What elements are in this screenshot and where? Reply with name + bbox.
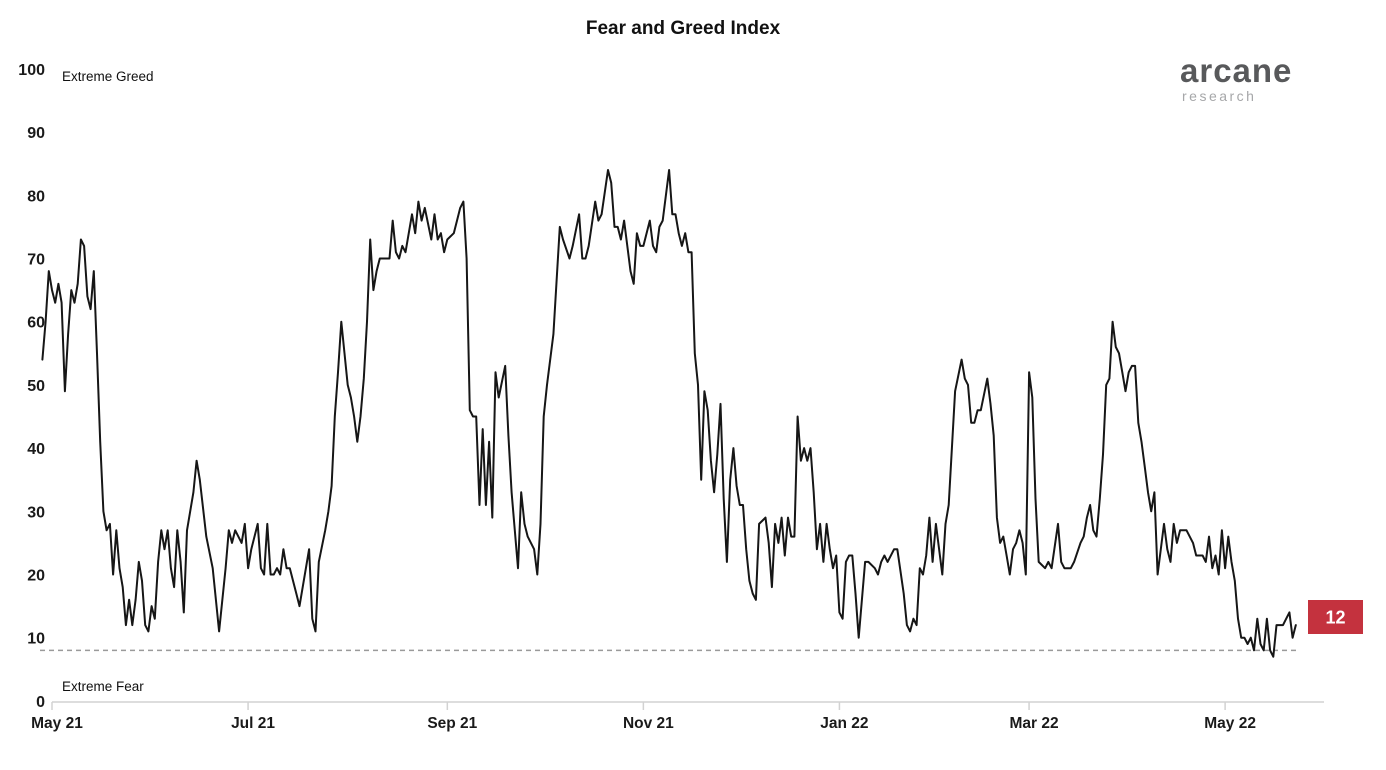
x-tick-label: Sep 21	[427, 715, 477, 732]
logo-arcane-text: arcane	[1180, 52, 1292, 89]
y-tick-label-40: 40	[27, 441, 45, 458]
chart-title: Fear and Greed Index	[586, 18, 781, 39]
x-tick-label: Jul 21	[231, 715, 275, 732]
y-tick-label-90: 90	[27, 125, 45, 142]
extreme-fear-label: Extreme Fear	[62, 679, 144, 694]
y-tick-label-80: 80	[27, 188, 45, 205]
x-axis: May 21 Jul 21 Sep 21 Nov 21 Jan 22 Mar 22 May …	[31, 701, 1324, 732]
badge-rect	[1308, 600, 1363, 634]
y-tick-label-50: 50	[27, 378, 45, 395]
logo-research-text: research	[1182, 88, 1256, 104]
y-tick-label-0: 0	[36, 694, 45, 711]
series-line	[41, 169, 1297, 658]
y-tick-label-30: 30	[27, 504, 45, 521]
y-tick-label-60: 60	[27, 315, 45, 332]
y-axis: 0 10 20 30 40 50 60 70 80 90 100	[18, 62, 45, 711]
x-tick-label: May 22	[1204, 715, 1256, 732]
current-value-badge: 12	[1308, 600, 1363, 634]
y-tick-label-20: 20	[27, 568, 45, 585]
y-tick-label-100: 100	[18, 62, 45, 79]
badge-value: 12	[1325, 608, 1345, 628]
y-tick-label-70: 70	[27, 252, 45, 269]
x-tick-label: Mar 22	[1009, 715, 1058, 732]
x-tick-label: Jan 22	[820, 715, 868, 732]
x-tick-label: Nov 21	[623, 715, 674, 732]
x-tick-label: May 21	[31, 715, 83, 732]
arcane-logo: arcane research	[1180, 52, 1292, 104]
extreme-greed-label: Extreme Greed	[62, 69, 154, 84]
y-tick-label-10: 10	[27, 631, 45, 648]
